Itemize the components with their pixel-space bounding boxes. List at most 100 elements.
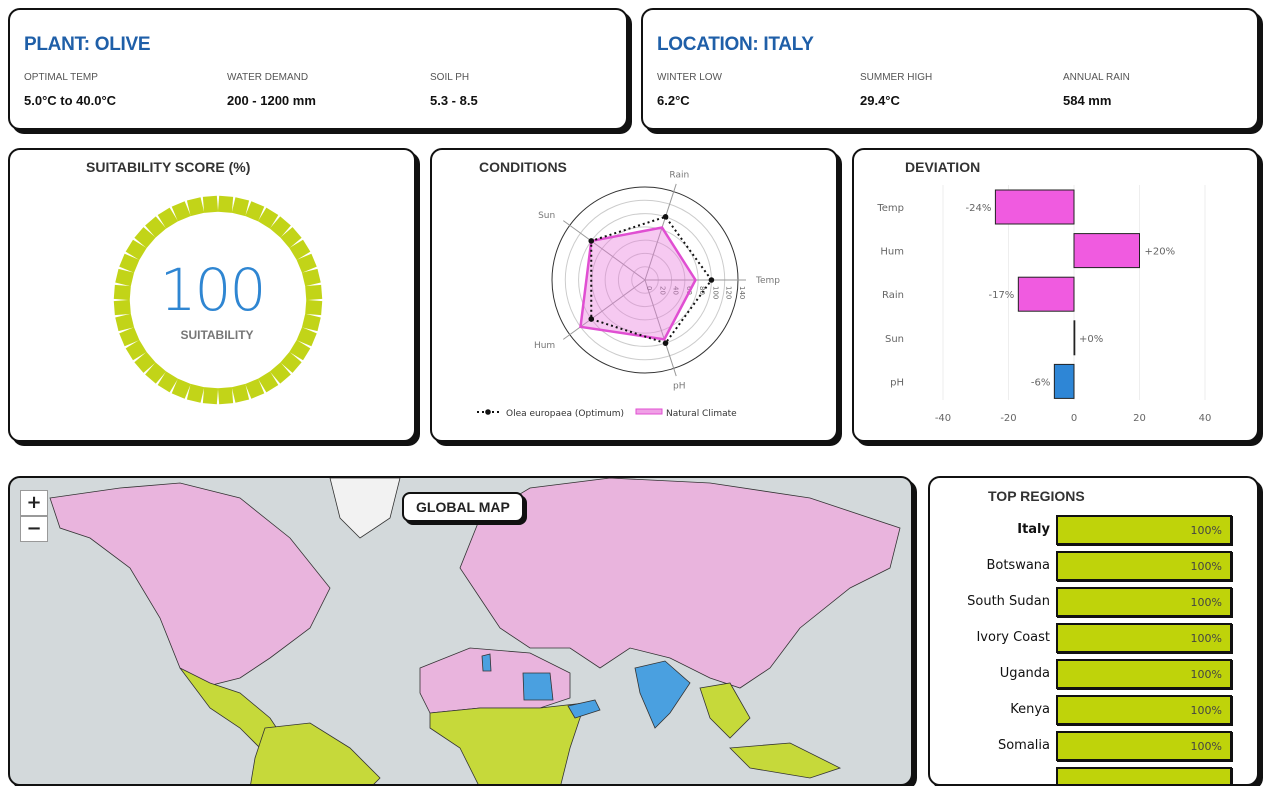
india — [634, 660, 691, 729]
dev-bar — [1053, 363, 1075, 399]
indonesia — [729, 742, 842, 779]
gauge-segment — [186, 197, 205, 217]
stat-soil-ph: SOIL PH 5.3 - 8.5 — [430, 72, 478, 108]
dev-bar — [1017, 276, 1075, 312]
world-map[interactable] — [10, 478, 913, 786]
gauge-segment — [113, 284, 131, 301]
region-score: 100% — [1190, 524, 1222, 537]
yemen — [567, 699, 601, 719]
legend-optimum-label: Olea europaea (Optimum) — [506, 409, 624, 419]
suitability-gauge — [113, 195, 323, 405]
region-name: South Sudan — [967, 594, 1050, 609]
gauge-segment — [305, 299, 323, 316]
southeast-asia — [699, 682, 751, 739]
radar-point-optimum — [662, 214, 669, 220]
dev-bar-label: +20% — [1145, 247, 1176, 258]
region-name: Botswana — [986, 558, 1050, 573]
greenland — [329, 478, 401, 539]
region-score: 100% — [1190, 560, 1222, 573]
region-score-bar: 100% — [1056, 623, 1232, 653]
radar-tick-label: 80 — [698, 286, 706, 295]
region-row[interactable]: South Sudan 100% — [930, 587, 1257, 617]
gauge-segment — [269, 362, 291, 384]
gauge-segment — [289, 340, 311, 361]
region-row[interactable]: Ivory Coast 100% — [930, 623, 1257, 653]
region-name: Kenya — [1010, 702, 1050, 717]
deviation-title: DEVIATION — [905, 159, 981, 175]
zoom-in-button[interactable]: + — [20, 490, 48, 516]
gauge-segment — [296, 253, 317, 273]
legend-natural-label: Natural Climate — [666, 409, 737, 419]
region-score-bar: 100% — [1056, 695, 1232, 725]
radar-axis-label: pH — [673, 382, 685, 392]
gauge-segment — [171, 378, 191, 399]
radar-point-optimum — [662, 340, 669, 346]
radar-chart: TempRainSunHumpH020406080100120140Olea e… — [477, 170, 780, 419]
gauge-segment — [145, 216, 167, 238]
dev-bar — [1073, 320, 1076, 356]
egypt — [522, 672, 554, 701]
radar-point-optimum — [588, 238, 595, 244]
gauge-segment — [119, 327, 140, 347]
dev-bar-label: -24% — [966, 203, 992, 214]
tunisia — [481, 653, 492, 672]
radar-axis — [644, 183, 677, 281]
stat-label: SOIL PH — [430, 72, 470, 83]
stat-label: WATER DEMAND — [227, 72, 309, 83]
radar-axis — [644, 279, 677, 377]
gauge-segment — [171, 201, 191, 222]
region-row[interactable] — [930, 767, 1257, 784]
radar-tick-label: 40 — [672, 286, 680, 295]
gauge-segment — [231, 197, 250, 217]
radar-tick-label: 140 — [738, 286, 746, 299]
region-score: 100% — [1190, 596, 1222, 609]
gauge-segment — [231, 383, 250, 403]
region-row[interactable]: Somalia 100% — [930, 731, 1257, 761]
radar-tick-label: 120 — [725, 286, 733, 299]
gauge-segment — [115, 268, 135, 287]
gauge-segment — [186, 383, 205, 403]
gauge-segment — [157, 371, 178, 393]
region-name: Somalia — [997, 738, 1050, 753]
region-row[interactable]: Kenya 100% — [930, 695, 1257, 725]
gauge-segment — [245, 378, 265, 399]
stat-label: ANNUAL RAIN — [1063, 72, 1130, 83]
stat-optimal-temp: OPTIMAL TEMP 5.0°C to 40.0°C — [24, 72, 116, 108]
location-card: LOCATION: ITALY WINTER LOW 6.2°C SUMMER H… — [641, 8, 1259, 130]
plant-card: PLANT: OLIVE OPTIMAL TEMP 5.0°C to 40.0°C… — [8, 8, 628, 130]
zoom-out-button[interactable]: − — [20, 516, 48, 542]
gauge-segment — [134, 227, 156, 249]
dev-bar-label: +0% — [1079, 334, 1103, 345]
plant-title: PLANT: OLIVE — [24, 34, 151, 55]
gauge-segment — [301, 313, 321, 332]
dev-bar-label: -17% — [988, 290, 1014, 301]
region-name: Italy — [1017, 522, 1050, 537]
gauge-segment — [269, 216, 291, 238]
legend-natural-swatch — [635, 408, 663, 415]
conditions-title: CONDITIONS — [479, 159, 567, 175]
gauge-segment — [202, 195, 219, 213]
deviation-card: DEVIATION -40 -20 0 20 40 Temp -24% Hum +20% Rain… — [852, 148, 1259, 442]
conditions-card: CONDITIONS TempRainSunHumpH0204060801001… — [430, 148, 838, 442]
gauge-segment — [258, 371, 279, 393]
suitability-card: SUITABILITY SCORE (%) 100 SUITABILITY — [8, 148, 416, 442]
map-label: GLOBAL MAP — [402, 492, 524, 522]
stat-value: 29.4°C — [860, 93, 900, 108]
gauge-segment — [280, 351, 302, 373]
stat-label: OPTIMAL TEMP — [24, 72, 98, 83]
region-score: 100% — [1190, 704, 1222, 717]
gauge-segment — [296, 327, 317, 347]
dev-x-tick: 40 — [1199, 413, 1212, 424]
region-row[interactable]: Italy 100% — [930, 515, 1257, 545]
stat-value: 6.2°C — [657, 93, 690, 108]
top-regions-card: TOP REGIONS Italy 100% Botswana 100% South S… — [928, 476, 1259, 786]
gauge-segment — [258, 207, 279, 229]
gauge-segment — [280, 227, 302, 249]
radar-tick-label: 20 — [658, 286, 666, 295]
region-row[interactable]: Uganda 100% — [930, 659, 1257, 689]
gauge-segment — [289, 239, 311, 260]
gauge-segment — [157, 207, 178, 229]
region-row[interactable]: Botswana 100% — [930, 551, 1257, 581]
region-score-bar — [1056, 767, 1232, 784]
stat-label: WINTER LOW — [657, 72, 722, 83]
